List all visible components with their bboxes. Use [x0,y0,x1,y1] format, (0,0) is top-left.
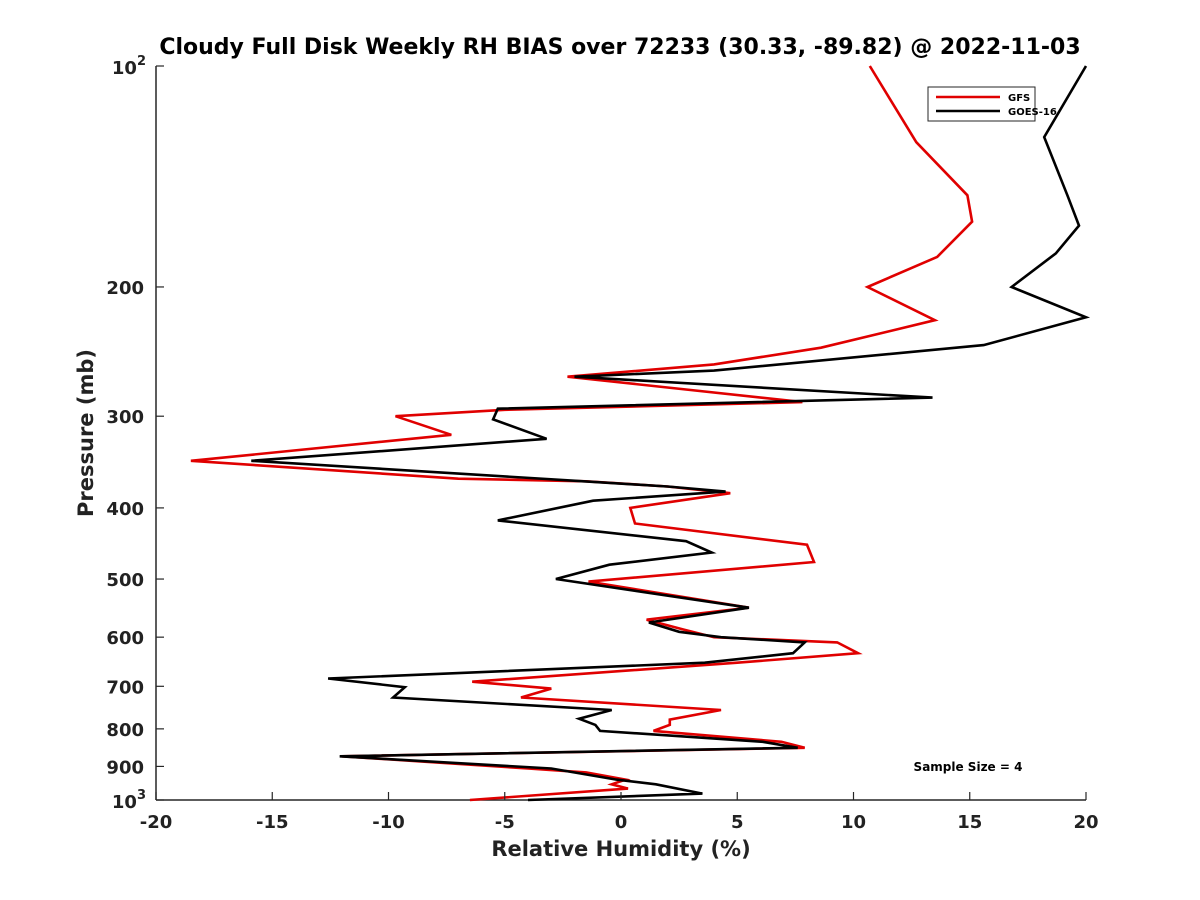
y-tick-label: 700 [106,677,144,698]
legend-box [927,86,1036,122]
y-tick-exponent: 2 [137,54,146,69]
series-line-goes16 [251,65,1091,802]
x-tick-label: -5 [495,812,515,833]
legend: GFS GOES-16 [927,86,1057,122]
series-line-gfs [190,65,974,802]
legend-label-gfs: GFS [1008,93,1030,104]
x-tick-label: -20 [140,812,173,833]
y-axis-label: Pressure (mb) [74,349,98,517]
x-tick-label: -10 [372,812,405,833]
y-tick-label: 200 [106,278,144,299]
x-tick-label: 5 [731,812,744,833]
y-tick-label: 800 [106,720,144,741]
y-tick-label: 900 [106,757,144,778]
y-tick-label: 300 [106,407,144,428]
x-axis-label: Relative Humidity (%) [491,837,750,861]
x-tick-label: -15 [256,812,289,833]
x-tick-label: 0 [615,812,628,833]
y-tick-base: 10 [112,58,137,79]
x-tick-label: 10 [841,812,866,833]
series-layer [190,65,1091,802]
y-tick-label: 400 [106,499,144,520]
sample-size-annotation: Sample Size = 4 [914,760,1023,774]
legend-label-goes16: GOES-16 [1008,107,1057,118]
plot-area [155,65,1091,802]
y-tick-label: 500 [106,570,144,591]
chart-title: Cloudy Full Disk Weekly RH BIAS over 722… [159,35,1080,60]
plot-background [156,66,1086,800]
x-tick-label: 20 [1073,812,1098,833]
y-tick-label: 102 [112,54,146,79]
x-tick-label: 15 [957,812,982,833]
y-tick-label: 600 [106,628,144,649]
x-ticks: -20 -15 -10 -5 0 5 10 15 20 [140,792,1099,833]
y-tick-label: 103 [112,788,146,813]
y-tick-exponent: 3 [137,788,146,803]
y-tick-base: 10 [112,792,137,813]
